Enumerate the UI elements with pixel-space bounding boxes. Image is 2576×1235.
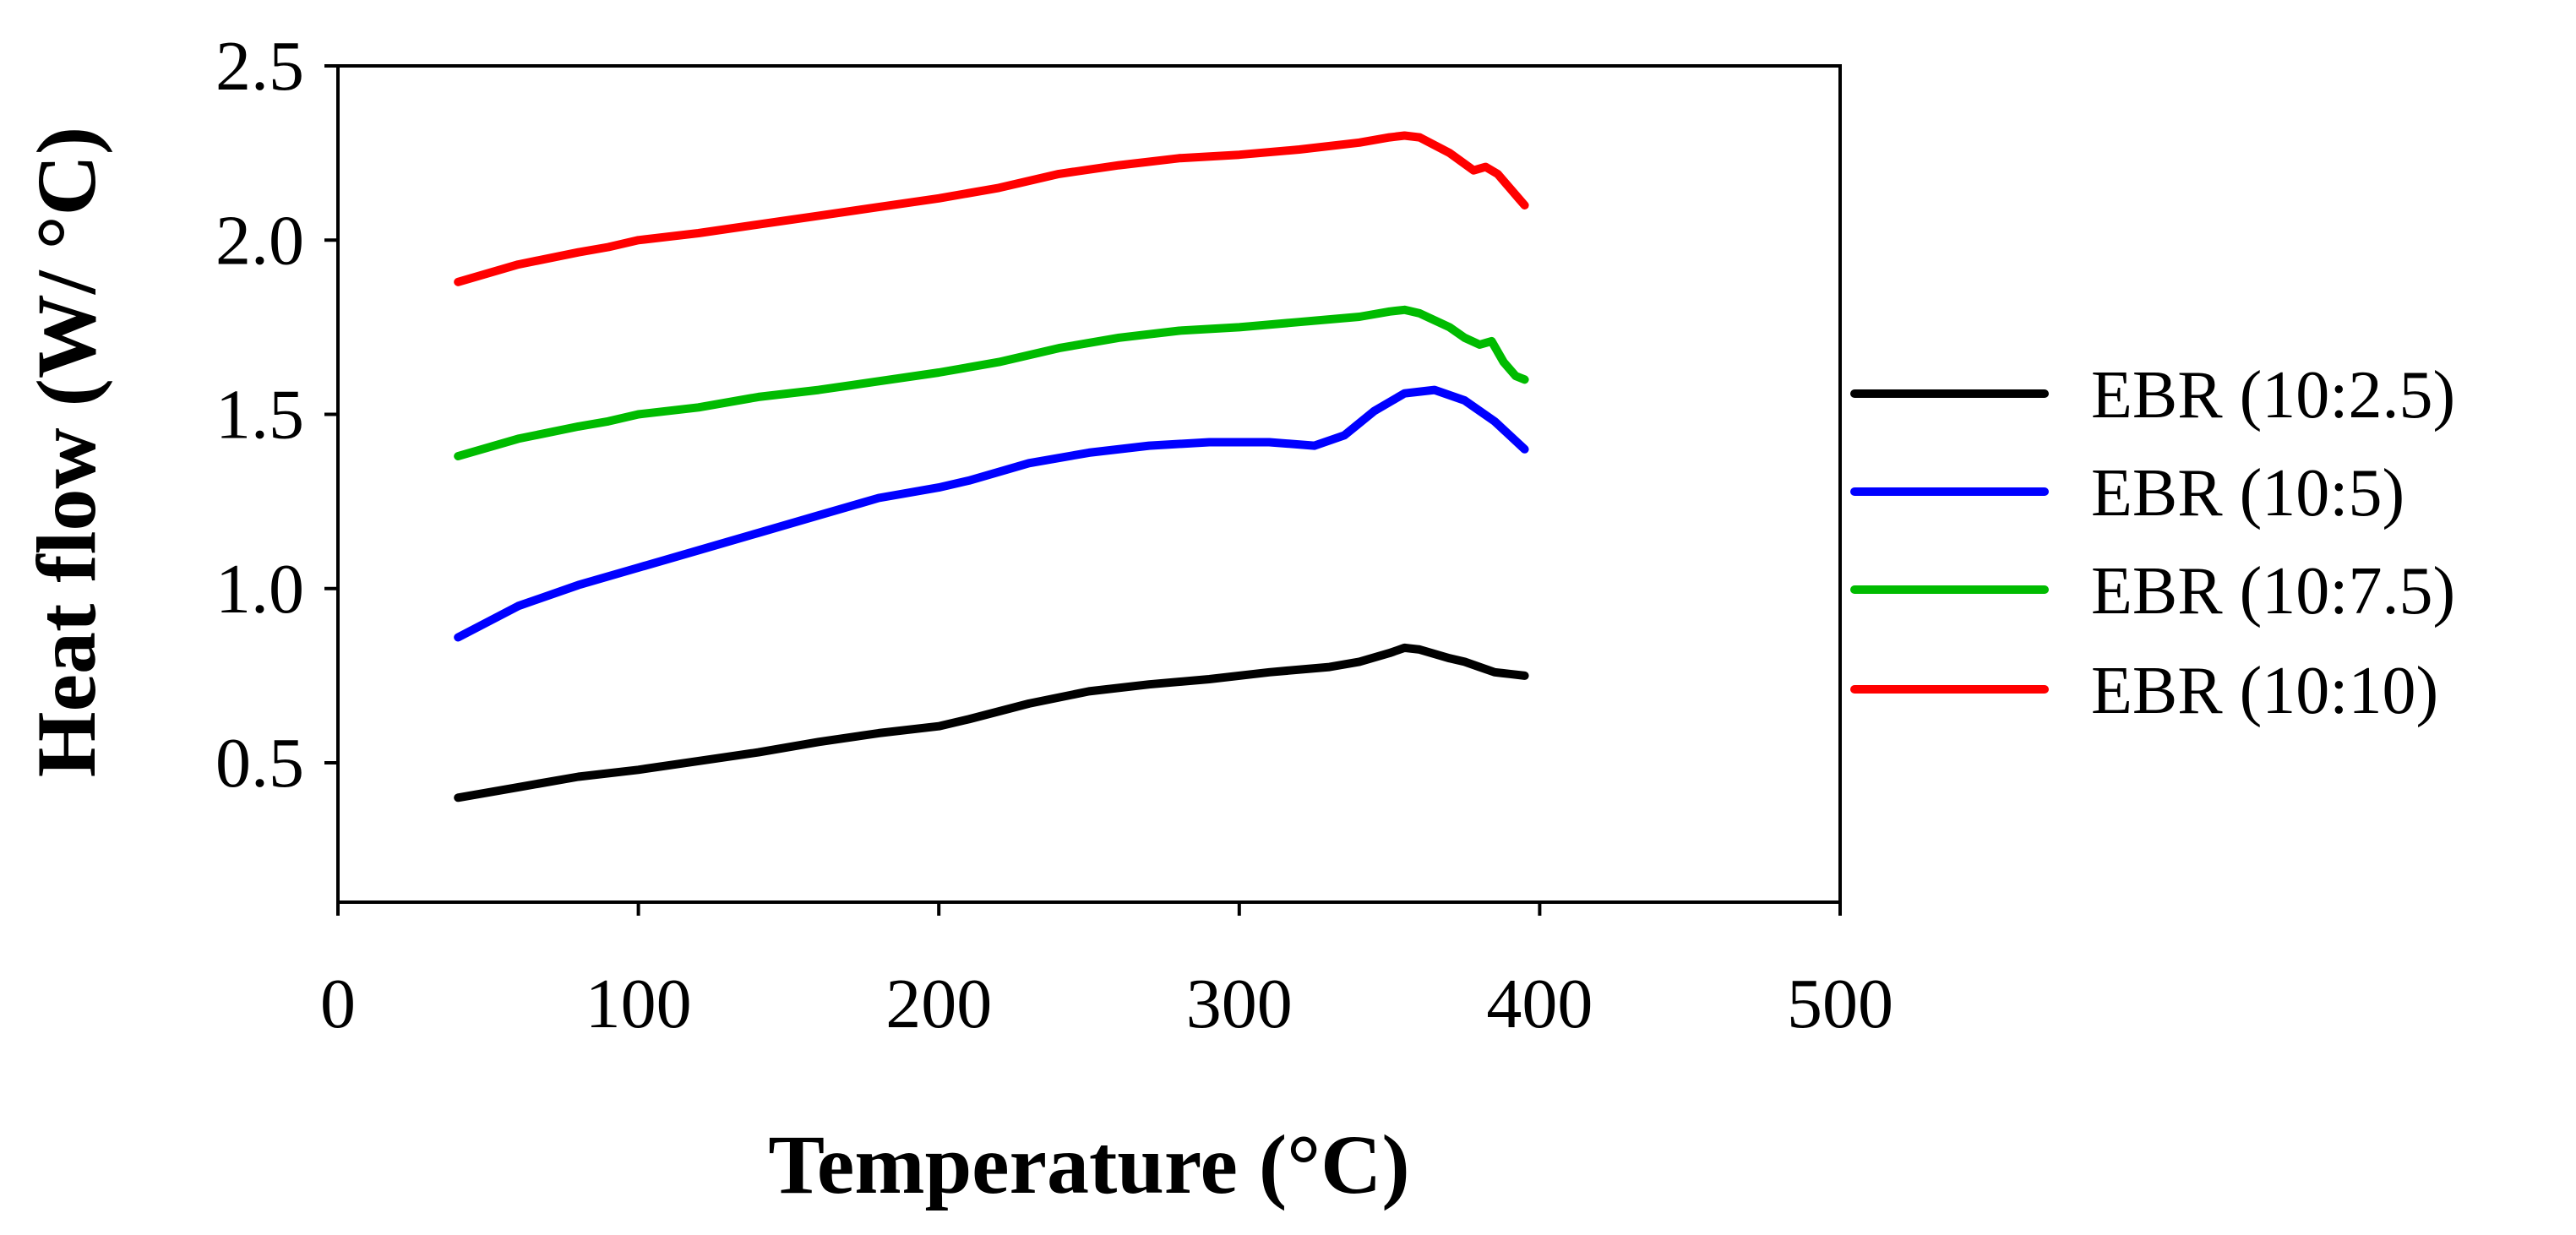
legend-label-4: EBR (10:10)	[2091, 654, 2438, 728]
x-tick-label: 0	[320, 965, 356, 1043]
x-tick-label: 500	[1787, 965, 1893, 1043]
x-tick-label: 300	[1186, 965, 1293, 1043]
plot-frame	[336, 64, 1842, 904]
series-line-2	[454, 385, 1529, 642]
legend-label-1: EBR (10:2.5)	[2091, 358, 2455, 433]
y-axis: 0.5 1.0 1.5 2.0 2.5	[215, 27, 338, 802]
series-layer	[454, 131, 1529, 802]
legend-label-2: EBR (10:5)	[2091, 456, 2404, 530]
y-tick-label: 2.0	[215, 201, 304, 280]
y-axis-title: Heat flow (W/ °C)	[19, 127, 113, 777]
x-tick-label: 100	[585, 965, 692, 1043]
y-tick-label: 1.5	[215, 376, 304, 454]
x-axis: 0 100 200 300 400 500	[320, 902, 1893, 1043]
series-line-1	[454, 643, 1529, 802]
y-tick-label: 2.5	[215, 27, 304, 106]
y-tick-label: 1.0	[215, 550, 304, 628]
legend: EBR (10:2.5) EBR (10:5) EBR (10:7.5) EBR (1…	[1850, 358, 2455, 728]
legend-label-3: EBR (10:7.5)	[2091, 554, 2455, 628]
y-tick-label: 0.5	[215, 724, 304, 802]
series-line-4	[454, 131, 1529, 286]
x-tick-label: 200	[885, 965, 992, 1043]
x-axis-title: Temperature (°C)	[768, 1118, 1409, 1211]
x-tick-label: 400	[1486, 965, 1593, 1043]
series-line-3	[454, 305, 1529, 460]
